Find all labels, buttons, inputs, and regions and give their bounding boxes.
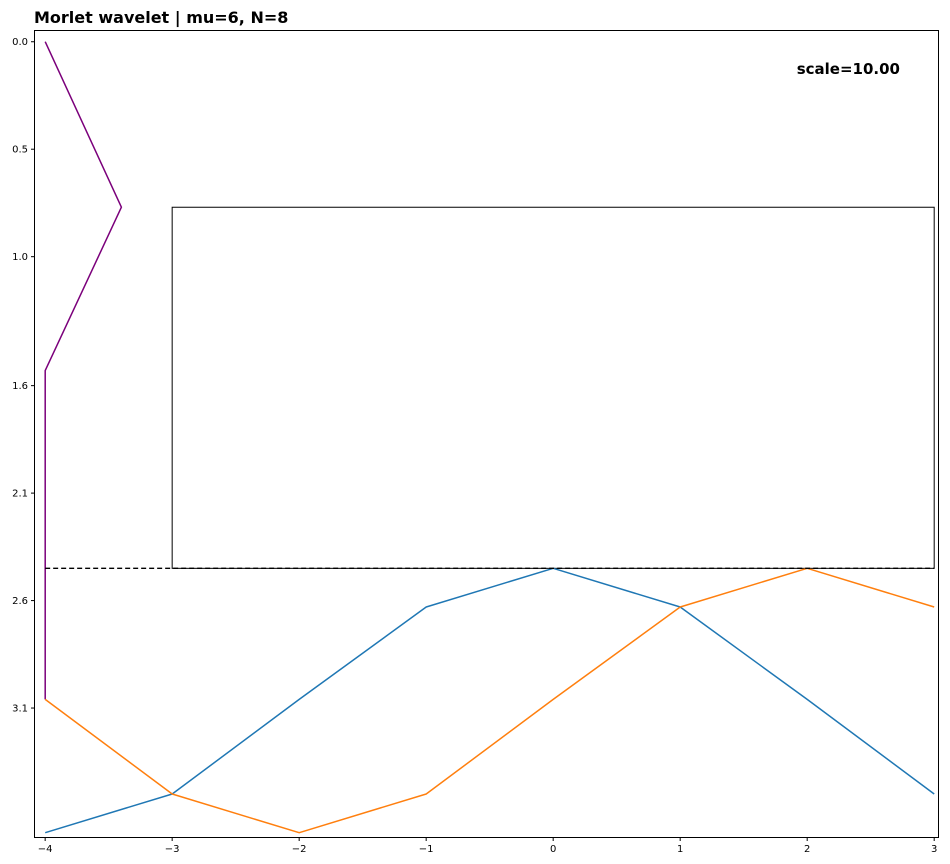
x-tick-label: 1 [677, 844, 683, 855]
x-tick-label: −2 [292, 844, 307, 855]
y-tick-label: 0.5 [12, 145, 28, 156]
y-tick-label: 0.0 [12, 37, 28, 48]
y-tick-label: 3.1 [12, 704, 28, 715]
x-tick-label: 0 [550, 844, 556, 855]
scale-annotation: scale=10.00 [797, 60, 900, 78]
x-axis: −4 −3 −2 −1 0 1 2 3 [38, 837, 937, 855]
chart-title: Morlet wavelet | mu=6, N=8 [34, 8, 288, 28]
series-line-3 [44, 567, 935, 834]
plot-marks [44, 41, 935, 834]
series-line-1 [44, 41, 123, 700]
outline-rectangle [171, 206, 935, 569]
x-tick-label: −3 [165, 844, 180, 855]
x-tick-label: 2 [804, 844, 810, 855]
x-tick-label: 3 [931, 844, 937, 855]
y-tick-label: 2.1 [12, 489, 28, 500]
y-tick-label: 1.0 [12, 252, 28, 263]
series-line-2 [44, 567, 935, 834]
plot-frame [34, 30, 939, 838]
y-axis: 0.0 0.5 1.0 1.6 2.1 2.6 3.1 [12, 37, 35, 715]
x-tick-label: −1 [419, 844, 434, 855]
y-tick-label: 1.6 [12, 381, 28, 392]
y-tick-label: 2.6 [12, 596, 28, 607]
x-tick-label: −4 [38, 844, 53, 855]
